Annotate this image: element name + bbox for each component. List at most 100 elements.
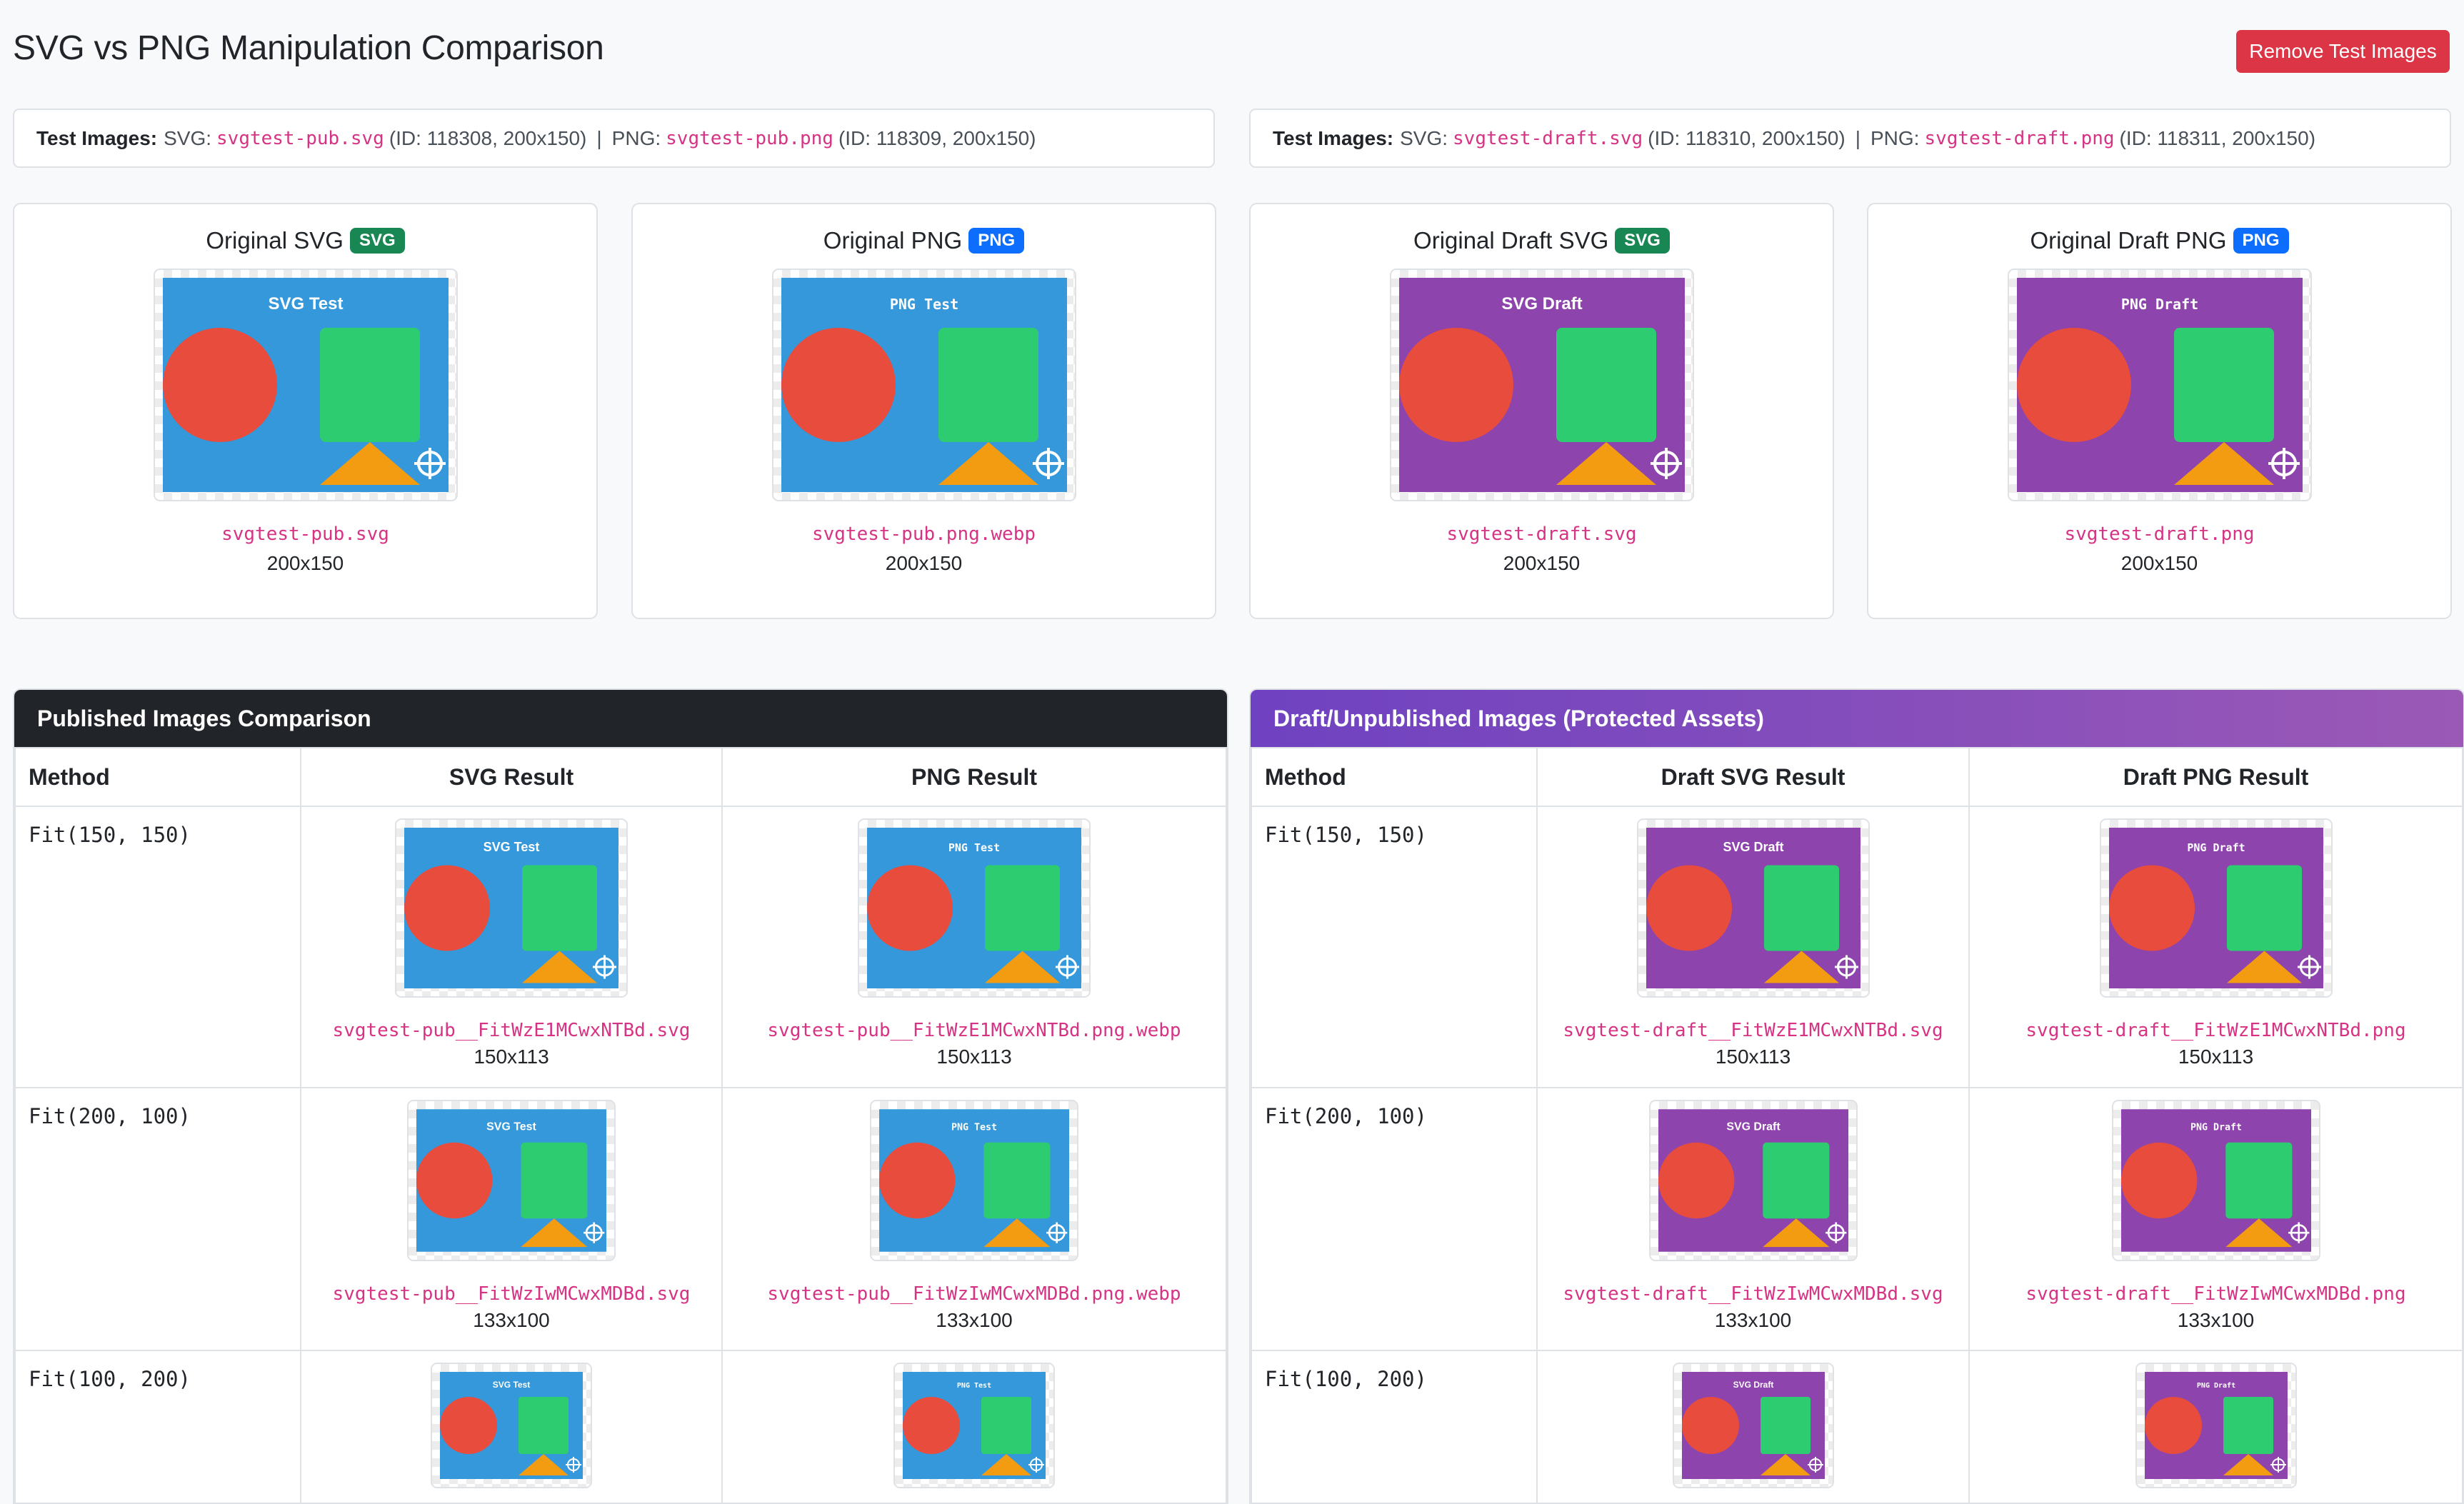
result-dimensions: 150x113 (936, 1046, 1012, 1068)
image-dimensions: 200x150 (1503, 552, 1581, 574)
image-label: SVG Draft (1723, 840, 1783, 854)
result-dimensions: 133x100 (2177, 1309, 2255, 1331)
crosshair-icon (2268, 448, 2300, 479)
info-svg-prefix: SVG: (1400, 126, 1448, 149)
image-preview-frame: SVG Test (407, 1100, 616, 1261)
method-cell: Fit(150, 150) (1251, 806, 1538, 1088)
image-label: PNG Draft (2196, 1382, 2235, 1390)
green-square (983, 1142, 1051, 1219)
crosshair-icon (593, 955, 616, 979)
orange-triangle (938, 442, 1038, 485)
image-preview-frame: PNG Test (870, 1100, 1078, 1261)
green-square (521, 1142, 588, 1219)
image-filename: svgtest-draft.svg (1446, 523, 1637, 545)
table-row: Fit(150, 150) SVG Draft svgtest-draft__F… (1251, 806, 2463, 1088)
svg-result-cell: SVG Test (300, 1350, 723, 1503)
image-preview-frame: PNG Draft (2007, 269, 2312, 501)
info-png-filename: svgtest-draft.png (1924, 127, 2115, 149)
green-square (1762, 1142, 1829, 1219)
png-result-cell: PNG Test svgtest-pub__FitWzE1MCwxNTBd.pn… (721, 806, 1227, 1088)
original-png-card: Original PNG PNG PNG Test svgtest-pub.png… (631, 203, 1216, 619)
result-dimensions: 150x113 (1715, 1046, 1791, 1068)
image-dimensions: 200x150 (266, 552, 344, 574)
image-label: PNG Test (948, 841, 1000, 854)
green-square (2223, 1397, 2273, 1454)
svg-result-cell: SVG Draft (1536, 1350, 1970, 1503)
info-separator: | (1855, 126, 1860, 149)
result-filename: svgtest-draft__FitWzE1MCwxNTBd.png (2025, 1020, 2406, 1041)
orange-triangle (2223, 1454, 2273, 1475)
table-row: Fit(200, 100) SVG Test svgtest-pub__FitW… (14, 1087, 1227, 1351)
result-filename: svgtest-pub__FitWzE1MCwxNTBd.png.webp (767, 1020, 1181, 1041)
crosshair-icon (1032, 448, 1064, 479)
green-square (1556, 328, 1656, 442)
result-filename: svgtest-draft__FitWzE1MCwxNTBd.svg (1563, 1020, 1943, 1041)
png-result-cell: PNG Test (721, 1350, 1227, 1503)
image-label: PNG Draft (2120, 296, 2198, 313)
crosshair-icon (1056, 955, 1079, 979)
crosshair-icon (1046, 1222, 1068, 1243)
red-circle (2120, 1142, 2197, 1219)
image-dimensions: 200x150 (885, 552, 963, 574)
orange-triangle (2173, 442, 2274, 485)
red-circle (162, 328, 277, 442)
png-result-cell: PNG Draft svgtest-draft__FitWzIwMCwxMDBd… (1968, 1087, 2463, 1351)
orange-triangle (985, 951, 1060, 983)
red-circle (2108, 865, 2195, 951)
red-circle (1398, 328, 1513, 442)
page-title: SVG vs PNG Manipulation Comparison (13, 29, 604, 67)
png-badge: PNG (968, 228, 1025, 254)
result-dimensions: 133x100 (936, 1309, 1013, 1331)
orange-triangle (522, 951, 597, 983)
green-square (2173, 328, 2274, 442)
red-circle (416, 1142, 493, 1219)
info-label: Test Images: (36, 126, 158, 149)
image-preview-frame: PNG Draft (2099, 818, 2333, 998)
draft-comparison-panel: Draft/Unpublished Images (Protected Asse… (1249, 688, 2464, 1504)
result-image: SVG Test (440, 1372, 583, 1479)
image-label: PNG Draft (2187, 841, 2245, 854)
info-separator: | (596, 126, 602, 149)
crosshair-icon (2297, 955, 2321, 979)
green-square (2225, 1142, 2292, 1219)
green-square (522, 865, 597, 951)
card-title: Original PNG (823, 227, 963, 254)
info-png-prefix: PNG: (611, 126, 661, 149)
remove-test-images-button[interactable]: Remove Test Images (2236, 30, 2450, 73)
image-filename: svgtest-pub.svg (221, 523, 389, 545)
info-svg-filename: svgtest-pub.svg (216, 127, 384, 149)
image-preview-frame: PNG Test (893, 1363, 1055, 1488)
method-cell: Fit(100, 200) (14, 1350, 301, 1503)
panel-header: Published Images Comparison (14, 690, 1227, 747)
result-dimensions: 150x113 (474, 1046, 549, 1068)
image-label: PNG Test (889, 296, 958, 313)
result-filename: svgtest-draft__FitWzIwMCwxMDBd.png (2025, 1283, 2406, 1305)
image-preview-frame: PNG Test (858, 818, 1091, 998)
original-draft-png-card: Original Draft PNG PNG PNG Draft svgtest-… (1867, 203, 2452, 619)
original-png-image: PNG Test (781, 278, 1067, 492)
method-cell: Fit(200, 100) (1251, 1087, 1538, 1351)
orange-triangle (1760, 1454, 1811, 1475)
image-preview-frame: PNG Draft (2111, 1100, 2320, 1261)
png-result-cell: PNG Draft svgtest-draft__FitWzE1MCwxNTBd… (1968, 806, 2463, 1088)
draft-comparison-table: Method Draft SVG Result Draft PNG Result… (1251, 747, 2463, 1503)
green-square (1760, 1397, 1811, 1454)
image-preview-frame: SVG Draft (1389, 269, 1694, 501)
green-square (2226, 865, 2302, 951)
image-preview-frame: PNG Test (771, 269, 1076, 501)
green-square (981, 1397, 1031, 1454)
table-row: Fit(100, 200) SVG Draft PNG Draft (1251, 1350, 2463, 1503)
red-circle (2016, 328, 2131, 442)
column-header-png-result: PNG Result (721, 747, 1227, 807)
column-header-draft-svg-result: Draft SVG Result (1536, 747, 1970, 807)
orange-triangle (2225, 1218, 2292, 1248)
result-image: PNG Draft (2144, 1372, 2288, 1479)
table-row: Fit(150, 150) SVG Test svgtest-pub__FitW… (14, 806, 1227, 1088)
orange-triangle (521, 1218, 588, 1248)
image-label: SVG Test (484, 840, 540, 854)
image-label: SVG Draft (1733, 1380, 1773, 1390)
red-circle (781, 328, 896, 442)
table-row: Fit(200, 100) SVG Draft svgtest-draft__F… (1251, 1087, 2463, 1351)
original-draft-png-image: PNG Draft (2016, 278, 2303, 492)
info-png-filename: svgtest-pub.png (666, 127, 833, 149)
